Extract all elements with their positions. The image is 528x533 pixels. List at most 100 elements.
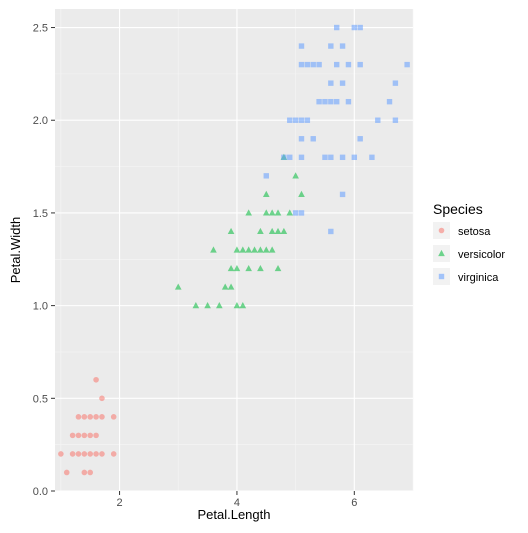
y-tick-label: 1.5 (33, 208, 48, 220)
data-point-versicolor (268, 209, 276, 216)
data-point-versicolor (251, 246, 258, 253)
data-point-setosa (81, 451, 88, 457)
data-point-virginica (287, 154, 293, 161)
data-point-virginica (339, 80, 346, 86)
x-axis-title: Petal.Length (197, 507, 270, 522)
legend-label: virginica (458, 272, 499, 284)
data-point-virginica (328, 154, 334, 161)
data-point-versicolor (227, 264, 235, 272)
data-point-virginica (328, 98, 334, 105)
data-point-versicolor (227, 227, 235, 235)
data-point-virginica (357, 24, 363, 31)
data-point-virginica (292, 117, 299, 123)
data-point-setosa (99, 451, 105, 457)
data-point-setosa (75, 414, 82, 420)
x-tick-label: 6 (351, 497, 357, 509)
data-points (58, 24, 410, 476)
data-point-versicolor (274, 264, 282, 272)
legend-marker-versicolor (438, 249, 445, 257)
data-point-virginica (298, 136, 305, 142)
data-point-virginica (345, 98, 352, 105)
data-point-virginica (357, 61, 363, 68)
data-point-virginica (357, 136, 363, 142)
data-point-virginica (310, 136, 316, 142)
data-point-setosa (87, 414, 94, 420)
data-point-versicolor (245, 264, 252, 272)
data-point-virginica (310, 61, 316, 68)
data-point-virginica (322, 98, 328, 105)
data-point-versicolor (233, 302, 241, 309)
data-point-virginica (392, 80, 399, 86)
data-point-versicolor (268, 246, 276, 253)
data-point-setosa (99, 395, 105, 402)
data-point-setosa (93, 376, 99, 383)
data-point-versicolor (286, 209, 294, 216)
data-point-setosa (110, 451, 117, 457)
legend-item-versicolor: versicolor (433, 245, 505, 262)
data-point-versicolor (239, 302, 247, 309)
legend-label: setosa (458, 226, 491, 238)
data-point-virginica (369, 154, 375, 161)
legend-marker-virginica (438, 273, 445, 280)
data-point-setosa (81, 414, 88, 420)
y-tick-label: 1.0 (33, 301, 48, 313)
data-point-virginica (404, 61, 410, 68)
data-point-setosa (87, 432, 94, 439)
data-point-setosa (69, 432, 76, 439)
data-point-virginica (334, 61, 340, 68)
data-point-versicolor (239, 246, 247, 253)
data-point-virginica (304, 61, 311, 68)
data-point-versicolor (192, 302, 200, 309)
series-versicolor (174, 153, 305, 309)
data-point-setosa (93, 432, 99, 439)
data-point-versicolor (280, 227, 288, 235)
data-point-setosa (69, 451, 76, 457)
legend-marker-setosa (438, 227, 445, 234)
data-point-virginica (292, 210, 299, 216)
data-point-versicolor (274, 227, 282, 235)
data-point-versicolor (257, 246, 264, 253)
data-point-versicolor (221, 283, 229, 290)
data-point-versicolor (268, 227, 276, 235)
x-tick-label: 2 (116, 497, 122, 509)
data-point-setosa (81, 432, 88, 439)
data-point-versicolor (233, 246, 241, 253)
legend-item-virginica: virginica (433, 268, 499, 285)
y-tick-label: 2.0 (33, 115, 48, 127)
data-point-versicolor (174, 283, 182, 290)
data-point-virginica (263, 173, 269, 179)
data-point-versicolor (216, 302, 223, 309)
data-point-setosa (81, 469, 88, 476)
data-point-virginica (287, 117, 293, 123)
data-point-virginica (351, 154, 358, 161)
data-point-virginica (304, 117, 311, 123)
y-axis-title: Petal.Width (8, 217, 23, 283)
data-point-virginica (339, 154, 346, 161)
data-point-virginica (339, 43, 346, 49)
data-point-virginica (328, 43, 334, 49)
data-point-setosa (99, 414, 105, 420)
data-point-virginica (351, 24, 358, 31)
y-tick-label: 2.5 (33, 23, 48, 35)
data-point-setosa (87, 451, 94, 457)
data-point-setosa (63, 469, 70, 476)
data-point-virginica (375, 117, 381, 123)
data-point-versicolor (227, 283, 235, 290)
data-point-setosa (75, 432, 82, 439)
y-tick-label: 0.0 (33, 486, 48, 498)
legend-item-setosa: setosa (433, 222, 491, 239)
data-point-versicolor (245, 209, 252, 216)
data-point-versicolor (210, 246, 217, 253)
data-point-virginica (298, 154, 305, 161)
data-point-versicolor (262, 190, 270, 197)
data-point-versicolor (262, 246, 270, 253)
data-point-virginica (316, 98, 322, 105)
legend-title: Species (433, 201, 483, 217)
x-tick-label: 4 (234, 497, 240, 509)
legend-label: versicolor (458, 249, 505, 261)
data-point-virginica (392, 117, 399, 123)
data-point-virginica (339, 191, 346, 198)
data-point-virginica (334, 98, 340, 105)
data-point-versicolor (298, 190, 305, 197)
